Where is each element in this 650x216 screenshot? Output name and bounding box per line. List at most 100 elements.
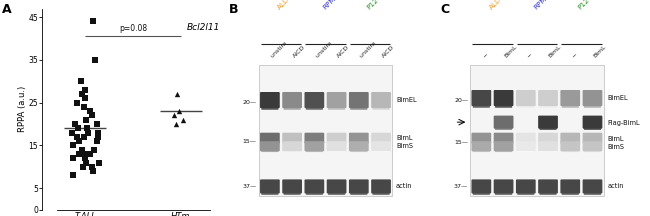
Point — [78, 165, 88, 168]
FancyBboxPatch shape — [328, 191, 345, 195]
FancyBboxPatch shape — [371, 141, 391, 151]
Point — [92, 135, 103, 139]
FancyBboxPatch shape — [260, 133, 280, 144]
FancyBboxPatch shape — [306, 141, 323, 145]
Point — [177, 118, 188, 121]
FancyBboxPatch shape — [470, 65, 604, 197]
Point — [172, 92, 182, 96]
Text: unstim: unstim — [359, 40, 378, 58]
FancyBboxPatch shape — [371, 133, 391, 144]
FancyBboxPatch shape — [371, 179, 391, 194]
Point — [81, 161, 92, 164]
FancyBboxPatch shape — [350, 149, 367, 152]
FancyBboxPatch shape — [494, 116, 514, 129]
FancyBboxPatch shape — [283, 105, 301, 110]
FancyBboxPatch shape — [516, 133, 536, 144]
FancyBboxPatch shape — [582, 116, 603, 129]
Point — [85, 152, 96, 156]
Point — [88, 20, 98, 23]
FancyBboxPatch shape — [304, 133, 324, 144]
FancyBboxPatch shape — [372, 191, 389, 195]
Text: 37—: 37— — [454, 184, 468, 189]
FancyBboxPatch shape — [562, 149, 579, 152]
FancyBboxPatch shape — [584, 191, 601, 195]
Text: RPMI-8402: RPMI-8402 — [321, 0, 353, 11]
FancyBboxPatch shape — [349, 133, 369, 144]
Point — [74, 139, 85, 143]
Text: Bcl2l11: Bcl2l11 — [187, 23, 220, 32]
Point — [72, 127, 83, 130]
Text: P12-ICHIKAWA: P12-ICHIKAWA — [577, 0, 618, 11]
Text: AICD: AICD — [292, 44, 307, 58]
FancyBboxPatch shape — [350, 191, 367, 195]
Text: actin: actin — [608, 183, 624, 189]
Point — [79, 105, 90, 109]
FancyBboxPatch shape — [560, 90, 580, 106]
Y-axis label: RPPA (a.u.): RPPA (a.u.) — [18, 86, 27, 132]
FancyBboxPatch shape — [349, 179, 369, 194]
FancyBboxPatch shape — [562, 141, 579, 145]
FancyBboxPatch shape — [495, 126, 512, 130]
FancyBboxPatch shape — [282, 141, 302, 151]
Text: BimS: BimS — [396, 143, 413, 149]
FancyBboxPatch shape — [471, 179, 491, 194]
FancyBboxPatch shape — [582, 141, 603, 151]
FancyBboxPatch shape — [304, 179, 324, 194]
FancyBboxPatch shape — [304, 92, 324, 108]
Text: BimL: BimL — [396, 135, 413, 141]
Point — [90, 58, 100, 62]
Point — [83, 131, 94, 134]
Text: BimEL: BimEL — [608, 95, 628, 101]
FancyBboxPatch shape — [516, 90, 536, 106]
Point — [73, 152, 84, 156]
Point — [68, 157, 78, 160]
Point — [92, 122, 102, 126]
Point — [85, 110, 96, 113]
FancyBboxPatch shape — [584, 141, 601, 145]
FancyBboxPatch shape — [261, 141, 278, 145]
FancyBboxPatch shape — [473, 191, 490, 195]
FancyBboxPatch shape — [562, 103, 579, 108]
FancyBboxPatch shape — [328, 105, 345, 110]
FancyBboxPatch shape — [538, 116, 558, 129]
Text: B: B — [229, 3, 239, 16]
FancyBboxPatch shape — [560, 179, 580, 194]
Point — [170, 122, 181, 126]
FancyBboxPatch shape — [516, 141, 536, 151]
Point — [68, 144, 78, 147]
FancyBboxPatch shape — [538, 141, 558, 151]
Point — [81, 127, 92, 130]
FancyBboxPatch shape — [327, 133, 346, 144]
FancyBboxPatch shape — [495, 191, 512, 195]
Point — [70, 122, 80, 126]
Text: −: − — [526, 51, 533, 58]
FancyBboxPatch shape — [517, 191, 534, 195]
Point — [77, 148, 87, 151]
Text: Flag-BimL: Flag-BimL — [608, 120, 640, 126]
Point — [77, 92, 87, 96]
FancyBboxPatch shape — [473, 141, 490, 145]
FancyBboxPatch shape — [328, 149, 345, 152]
FancyBboxPatch shape — [584, 103, 601, 108]
Text: BimEL: BimEL — [396, 97, 417, 103]
FancyBboxPatch shape — [372, 105, 389, 110]
FancyBboxPatch shape — [350, 141, 367, 145]
FancyBboxPatch shape — [260, 141, 280, 151]
FancyBboxPatch shape — [349, 141, 369, 151]
Text: 20—: 20— — [454, 98, 468, 103]
Text: BimL: BimL — [593, 44, 607, 58]
Text: BimS: BimS — [608, 144, 625, 150]
Point — [93, 131, 103, 134]
FancyBboxPatch shape — [538, 133, 558, 144]
FancyBboxPatch shape — [582, 90, 603, 106]
Text: C: C — [441, 3, 450, 16]
FancyBboxPatch shape — [306, 149, 323, 152]
FancyBboxPatch shape — [471, 90, 491, 106]
FancyBboxPatch shape — [540, 103, 556, 108]
Text: −: − — [570, 51, 577, 58]
FancyBboxPatch shape — [494, 90, 514, 106]
Point — [72, 135, 83, 139]
FancyBboxPatch shape — [494, 141, 514, 151]
Text: unstim: unstim — [315, 40, 333, 58]
FancyBboxPatch shape — [327, 179, 346, 194]
